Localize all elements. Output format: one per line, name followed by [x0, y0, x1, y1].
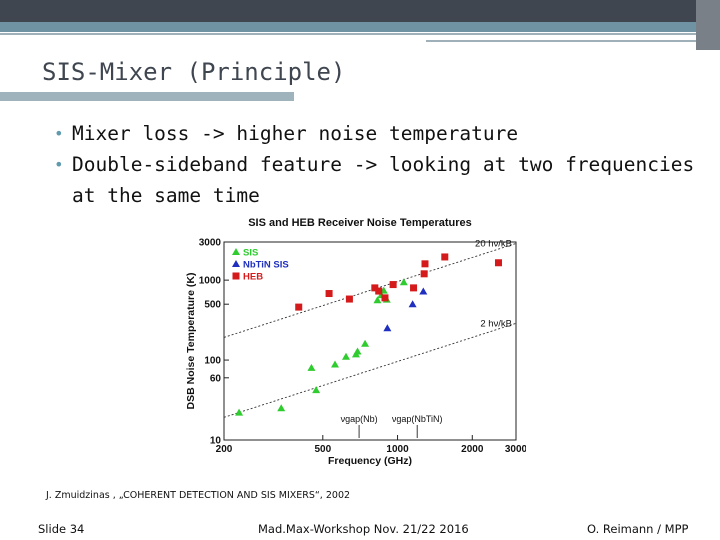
plot-frame: [223, 241, 517, 441]
y-tick-label: 3000: [199, 238, 222, 249]
bullet-list: • Mixer loss -> higher noise temperature …: [54, 118, 694, 211]
data-point: [494, 259, 502, 267]
y-tick-label: 1000: [199, 276, 222, 287]
top-banner: [0, 0, 720, 22]
header-rule-short: [426, 40, 696, 42]
bullet-text: Double-sideband feature -> looking at tw…: [72, 153, 695, 176]
data-point: [373, 296, 382, 304]
legend-marker: [232, 260, 240, 267]
legend-label: SIS: [243, 248, 258, 259]
data-point: [331, 360, 340, 368]
bullet-icon: •: [54, 155, 64, 174]
data-point: [341, 352, 350, 360]
bullet-item: • Double-sideband feature -> looking at t…: [54, 149, 694, 180]
data-point: [307, 363, 316, 371]
corner-decoration: [696, 0, 720, 50]
citation: J. Zmuidzinas , „COHERENT DETECTION AND …: [46, 490, 351, 501]
bullet-item: • Mixer loss -> higher noise temperature: [54, 118, 694, 149]
y-tick-label: 10: [210, 436, 222, 447]
reference-line: [223, 242, 517, 338]
data-point: [419, 287, 428, 295]
data-point: [345, 295, 353, 303]
data-point: [235, 408, 244, 416]
data-point: [371, 284, 379, 292]
annotation-label: νgap(NbTiN): [392, 414, 443, 424]
bullet-continuation: at the same time: [54, 180, 694, 211]
bullet-text: at the same time: [72, 184, 260, 207]
data-point: [325, 290, 333, 298]
bullet-text: Mixer loss -> higher noise temperature: [72, 122, 519, 145]
y-tick-label: 500: [204, 300, 221, 311]
x-tick-label: 1000: [386, 444, 409, 455]
data-point: [410, 284, 418, 292]
x-tick-label: 500: [314, 444, 331, 455]
x-axis-label: Frequency (GHz): [328, 455, 412, 467]
y-tick-label: 60: [210, 373, 222, 384]
reference-line-label: 2 hν/kB: [480, 319, 512, 330]
data-point: [421, 260, 429, 268]
reference-line-label: 20 hν/kB: [475, 239, 512, 250]
data-point: [375, 287, 383, 295]
legend-marker: [232, 248, 240, 255]
data-point: [389, 281, 397, 289]
chart-title: SIS and HEB Receiver Noise Temperatures: [248, 217, 472, 229]
footer-slide-number: Slide 34: [38, 522, 85, 536]
noise-temperature-chart: SIS and HEB Receiver Noise Temperatures 1…: [185, 217, 526, 467]
data-point: [381, 294, 389, 302]
data-point: [361, 339, 370, 347]
y-axis-label: DSB Noise Temperature (K): [185, 273, 197, 410]
legend-marker: [232, 272, 240, 280]
data-point: [383, 324, 392, 332]
y-tick-label: 100: [204, 356, 221, 367]
data-point: [353, 347, 362, 355]
legend-label: HEB: [243, 272, 263, 283]
data-point: [277, 404, 286, 412]
x-tick-label: 200: [216, 444, 233, 455]
data-point: [441, 253, 449, 261]
bullet-icon: •: [54, 124, 64, 143]
annotation-label: νgap(Nb): [341, 414, 378, 424]
legend-label: NbTiN SIS: [243, 260, 289, 271]
slide-title: SIS-Mixer (Principle): [42, 58, 346, 86]
x-tick-label: 2000: [461, 444, 484, 455]
data-point: [399, 278, 408, 286]
data-point: [312, 386, 321, 394]
data-point: [408, 300, 417, 308]
data-point: [420, 270, 428, 278]
data-point: [295, 303, 303, 311]
x-tick-label: 3000: [505, 444, 526, 455]
title-underline: [0, 92, 294, 101]
header-rule: [0, 33, 696, 35]
footer-author: O. Reimann / MPP: [587, 522, 689, 536]
reference-line: [223, 322, 517, 418]
footer-event: Mad.Max-Workshop Nov. 21/22 2016: [258, 522, 469, 536]
top-banner-accent: [0, 22, 720, 32]
